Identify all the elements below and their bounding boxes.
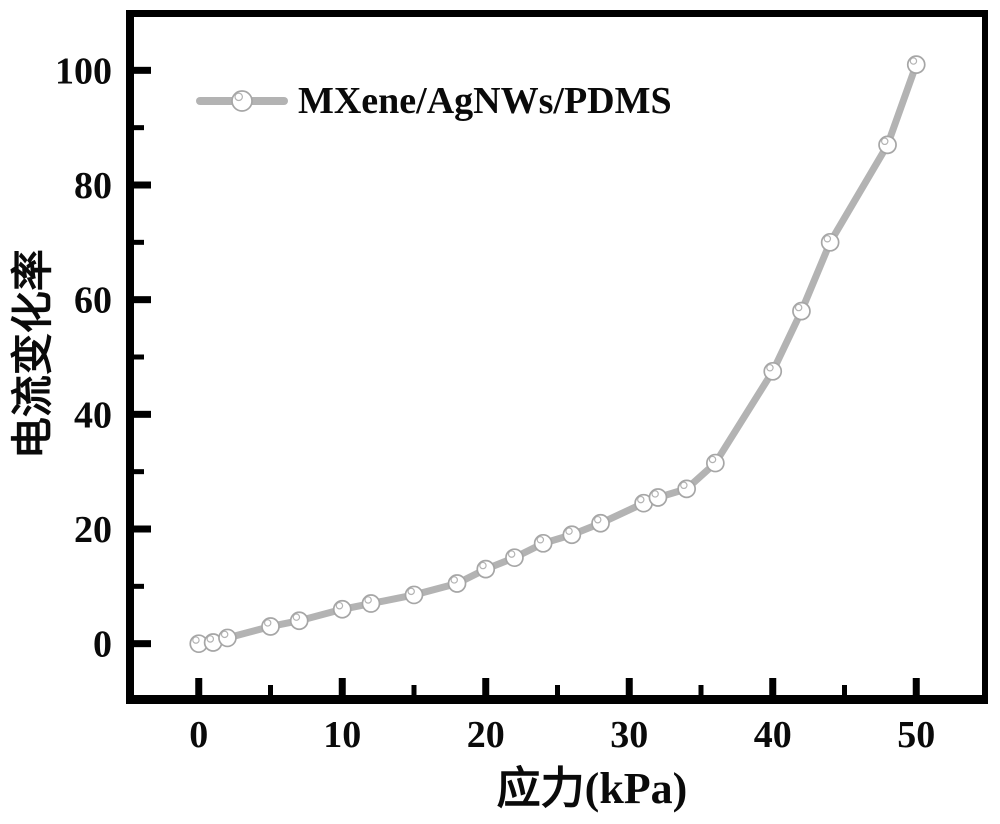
- x-minor-tick: [411, 685, 417, 695]
- x-minor-tick: [842, 685, 847, 695]
- y-minor-tick: [134, 354, 144, 360]
- data-point-marker: [533, 533, 553, 553]
- y-major-tick: [134, 66, 151, 74]
- y-minor-tick: [134, 469, 144, 475]
- x-major-tick: [769, 678, 777, 695]
- x-minor-tick: [555, 685, 560, 695]
- y-minor-tick: [134, 239, 144, 245]
- x-tick-labels: 0 10 20 30 40 50: [189, 714, 935, 756]
- legend-line-marker-icon: [196, 90, 288, 112]
- data-point-marker: [878, 135, 897, 155]
- data-point-marker: [792, 301, 811, 321]
- data-point-marker: [648, 488, 668, 507]
- x-tick-label: 20: [467, 714, 505, 756]
- data-point-marker: [289, 611, 309, 631]
- data-point-marker: [906, 55, 926, 74]
- x-minor-tick: [268, 685, 273, 695]
- y-minor-tick: [134, 125, 144, 131]
- data-point-marker: [677, 479, 697, 499]
- data-point-marker: [361, 594, 381, 613]
- y-major-tick: [134, 410, 151, 418]
- data-point-marker: [261, 617, 280, 636]
- series-line: [195, 61, 920, 648]
- y-major-tick: [134, 640, 151, 648]
- x-tick-label: 40: [754, 714, 792, 756]
- plot-frame: [126, 10, 988, 704]
- x-major-tick: [625, 678, 633, 695]
- x-minor-tick: [698, 685, 704, 695]
- data-point-marker: [332, 599, 352, 619]
- legend-series-label: MXene/AgNWs/PDMS: [298, 80, 672, 122]
- y-tick-label: 40: [74, 394, 112, 436]
- data-point-marker: [820, 232, 840, 252]
- y-tick-labels: 0 20 40 60 80 100: [55, 50, 112, 665]
- y-tick-label: 100: [55, 50, 112, 92]
- data-point-marker: [505, 548, 524, 568]
- y-axis-label: 电流变化率: [10, 249, 57, 460]
- x-axis-label: 应力(kPa): [496, 764, 688, 813]
- data-point-marker: [562, 525, 582, 545]
- x-tick-label: 30: [610, 714, 648, 756]
- y-minor-tick: [134, 583, 144, 589]
- data-point-marker: [705, 453, 725, 473]
- y-tick-label: 20: [74, 509, 112, 551]
- y-tick-label: 60: [74, 280, 112, 322]
- data-point-marker: [591, 513, 610, 533]
- x-major-tick: [912, 678, 920, 695]
- series-markers: [189, 55, 926, 654]
- x-major-tick: [482, 678, 490, 695]
- data-point-marker: [476, 559, 496, 579]
- y-tick-label: 0: [93, 624, 112, 666]
- data-point-marker: [218, 628, 237, 648]
- data-point-marker: [763, 361, 783, 381]
- y-major-tick: [134, 181, 151, 189]
- axis-ticks: [134, 66, 920, 695]
- x-tick-label: 10: [323, 714, 361, 756]
- data-point-marker: [447, 574, 467, 593]
- x-tick-label: 0: [189, 714, 208, 756]
- x-tick-label: 50: [897, 714, 935, 756]
- data-point-marker: [404, 585, 424, 605]
- y-major-tick: [134, 296, 151, 304]
- x-major-tick: [195, 678, 203, 695]
- y-tick-label: 80: [74, 165, 112, 207]
- x-major-tick: [338, 678, 346, 695]
- y-major-tick: [134, 525, 151, 533]
